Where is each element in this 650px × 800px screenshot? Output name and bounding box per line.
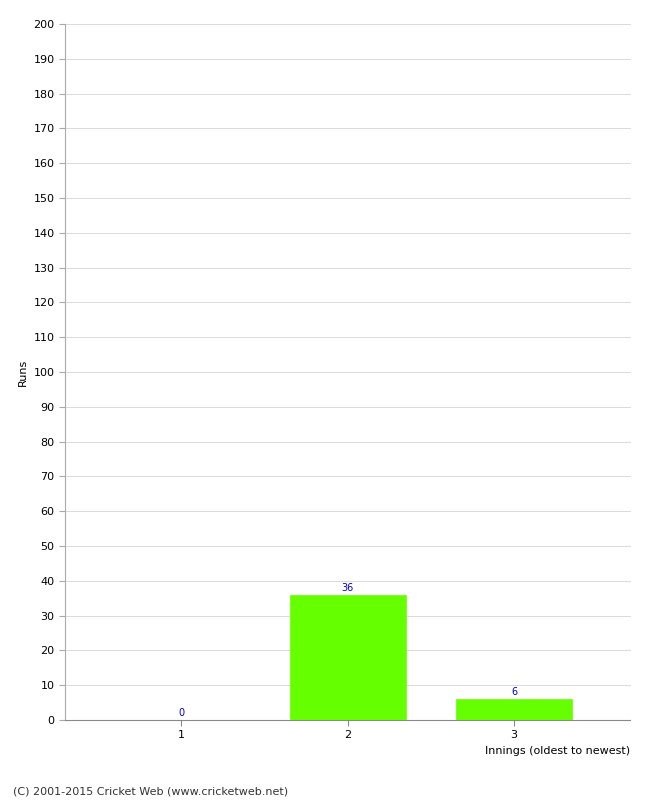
Text: 6: 6 <box>511 687 517 698</box>
Y-axis label: Runs: Runs <box>18 358 28 386</box>
Text: 36: 36 <box>342 583 354 593</box>
Bar <box>456 699 572 720</box>
Bar <box>289 594 406 720</box>
X-axis label: Innings (oldest to newest): Innings (oldest to newest) <box>486 746 630 756</box>
Text: (C) 2001-2015 Cricket Web (www.cricketweb.net): (C) 2001-2015 Cricket Web (www.cricketwe… <box>13 786 288 796</box>
Text: 0: 0 <box>178 708 185 718</box>
